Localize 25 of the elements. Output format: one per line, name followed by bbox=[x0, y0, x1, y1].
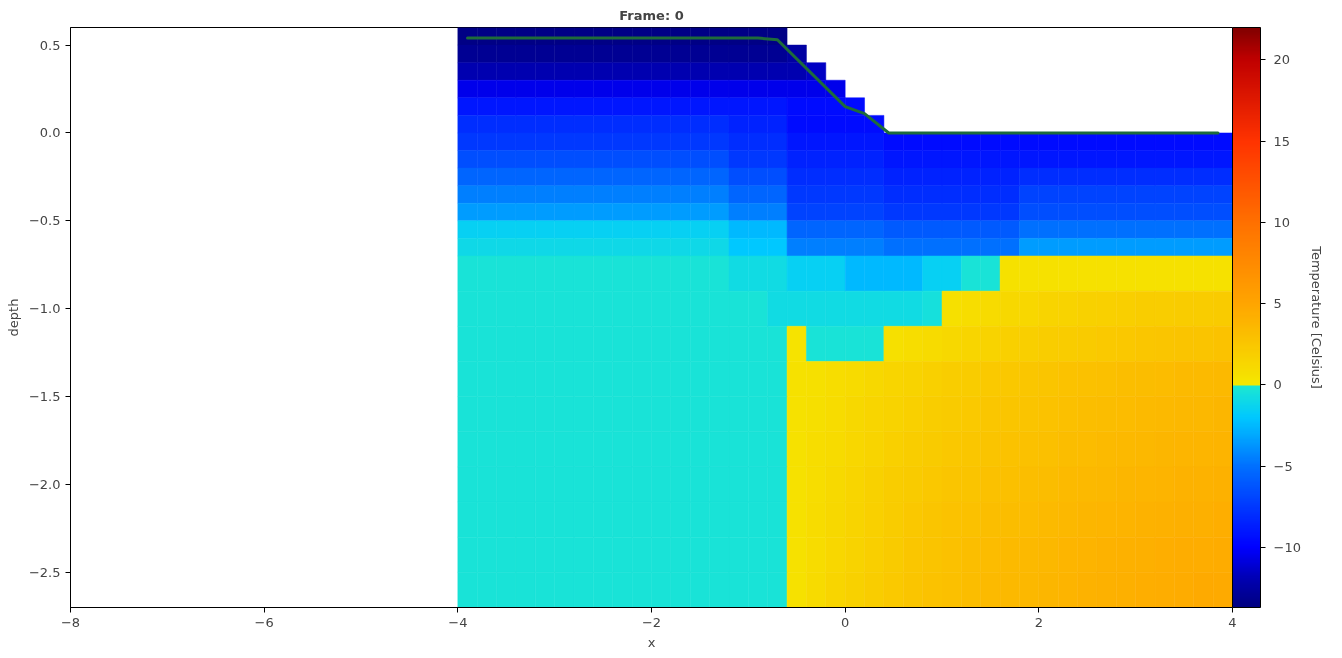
x-tick-label: 2 bbox=[1034, 614, 1043, 630]
x-tick-label: −6 bbox=[254, 614, 274, 630]
y-tick-label: −2.5 bbox=[28, 564, 61, 580]
x-tick-label: −4 bbox=[448, 614, 468, 630]
color-bar-title: Temperature [Celsius] bbox=[1308, 245, 1324, 389]
y-tick-label: 0.5 bbox=[39, 37, 61, 53]
y-tick-label: 0.0 bbox=[39, 125, 61, 141]
color-bar-label: 0 bbox=[1273, 377, 1282, 393]
y-tick-label: −1.5 bbox=[28, 389, 61, 405]
color-bar-label: 15 bbox=[1273, 133, 1291, 149]
color-bar-label: 5 bbox=[1273, 296, 1282, 312]
x-tick-label: 0 bbox=[841, 614, 850, 630]
color-bar-label: 20 bbox=[1273, 52, 1291, 68]
y-tick-label: −1.0 bbox=[28, 301, 61, 317]
x-tick-label: −8 bbox=[60, 614, 81, 630]
x-tick-label: 4 bbox=[1228, 614, 1237, 630]
x-axis-title: x bbox=[647, 634, 656, 650]
x-tick-label: −2 bbox=[641, 614, 662, 630]
y-tick-label: −0.5 bbox=[28, 213, 61, 229]
chart-title: Frame: 0 bbox=[619, 7, 684, 23]
color-bar-label: −5 bbox=[1273, 458, 1293, 474]
y-axis-title: depth bbox=[5, 298, 21, 337]
color-bar-label: −10 bbox=[1273, 539, 1301, 555]
color-bar-label: 10 bbox=[1273, 214, 1291, 230]
y-tick-label: −2.0 bbox=[28, 476, 61, 492]
